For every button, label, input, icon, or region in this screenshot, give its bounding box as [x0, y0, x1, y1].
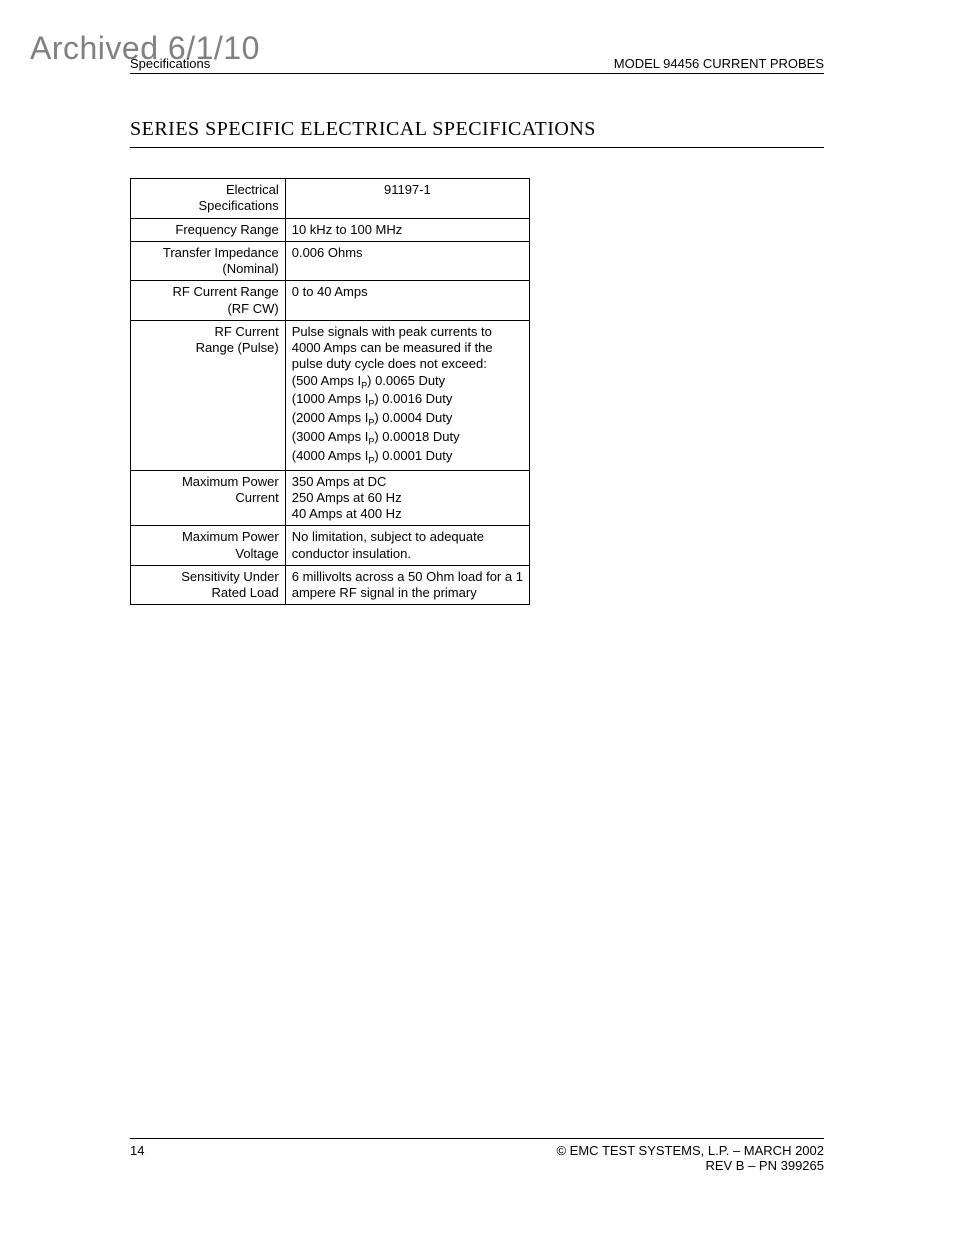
- page-footer: 14 © EMC TEST SYSTEMS, L.P. – MARCH 2002…: [130, 1138, 824, 1173]
- page-body: Specifications MODEL 94456 CURRENT PROBE…: [130, 56, 824, 605]
- row-label: Transfer Impedance(Nominal): [131, 241, 286, 281]
- running-header: Specifications MODEL 94456 CURRENT PROBE…: [130, 56, 824, 74]
- section-title: SERIES SPECIFIC ELECTRICAL SPECIFICATION…: [130, 118, 596, 140]
- table-header-value: 91197-1: [285, 179, 529, 219]
- row-value: 10 kHz to 100 MHz: [285, 218, 529, 241]
- row-label: Sensitivity UnderRated Load: [131, 565, 286, 605]
- table-row: RF CurrentRange (Pulse)Pulse signals wit…: [131, 320, 530, 470]
- spec-table: Electrical Specifications 91197-1 Freque…: [130, 178, 530, 605]
- row-value: 350 Amps at DC250 Amps at 60 Hz40 Amps a…: [285, 470, 529, 526]
- footer-page-number: 14: [130, 1143, 144, 1173]
- table-row: Transfer Impedance(Nominal)0.006 Ohms: [131, 241, 530, 281]
- header-label-line2: Specifications: [199, 198, 279, 213]
- header-left: Specifications: [130, 56, 210, 71]
- row-label: RF Current Range(RF CW): [131, 281, 286, 321]
- header-right: MODEL 94456 CURRENT PROBES: [614, 56, 824, 71]
- row-label: Frequency Range: [131, 218, 286, 241]
- table-header-label: Electrical Specifications: [131, 179, 286, 219]
- table-row: Maximum PowerCurrent350 Amps at DC250 Am…: [131, 470, 530, 526]
- row-value: No limitation, subject to adequate condu…: [285, 526, 529, 566]
- row-label: Maximum PowerVoltage: [131, 526, 286, 566]
- footer-revision: REV B – PN 399265: [705, 1158, 824, 1173]
- footer-copyright: © EMC TEST SYSTEMS, L.P. – MARCH 2002: [556, 1143, 824, 1158]
- header-label-line1: Electrical: [226, 182, 279, 197]
- footer-right: © EMC TEST SYSTEMS, L.P. – MARCH 2002 RE…: [556, 1143, 824, 1173]
- table-row: Sensitivity UnderRated Load6 millivolts …: [131, 565, 530, 605]
- row-value: 6 millivolts across a 50 Ohm load for a …: [285, 565, 529, 605]
- row-value: Pulse signals with peak currents to 4000…: [285, 320, 529, 470]
- table-row: Maximum PowerVoltageNo limitation, subje…: [131, 526, 530, 566]
- table-row: RF Current Range(RF CW)0 to 40 Amps: [131, 281, 530, 321]
- row-label: RF CurrentRange (Pulse): [131, 320, 286, 470]
- row-label: Maximum PowerCurrent: [131, 470, 286, 526]
- row-value: 0.006 Ohms: [285, 241, 529, 281]
- section-title-rule: SERIES SPECIFIC ELECTRICAL SPECIFICATION…: [130, 118, 824, 148]
- table-header-row: Electrical Specifications 91197-1: [131, 179, 530, 219]
- row-value: 0 to 40 Amps: [285, 281, 529, 321]
- table-row: Frequency Range10 kHz to 100 MHz: [131, 218, 530, 241]
